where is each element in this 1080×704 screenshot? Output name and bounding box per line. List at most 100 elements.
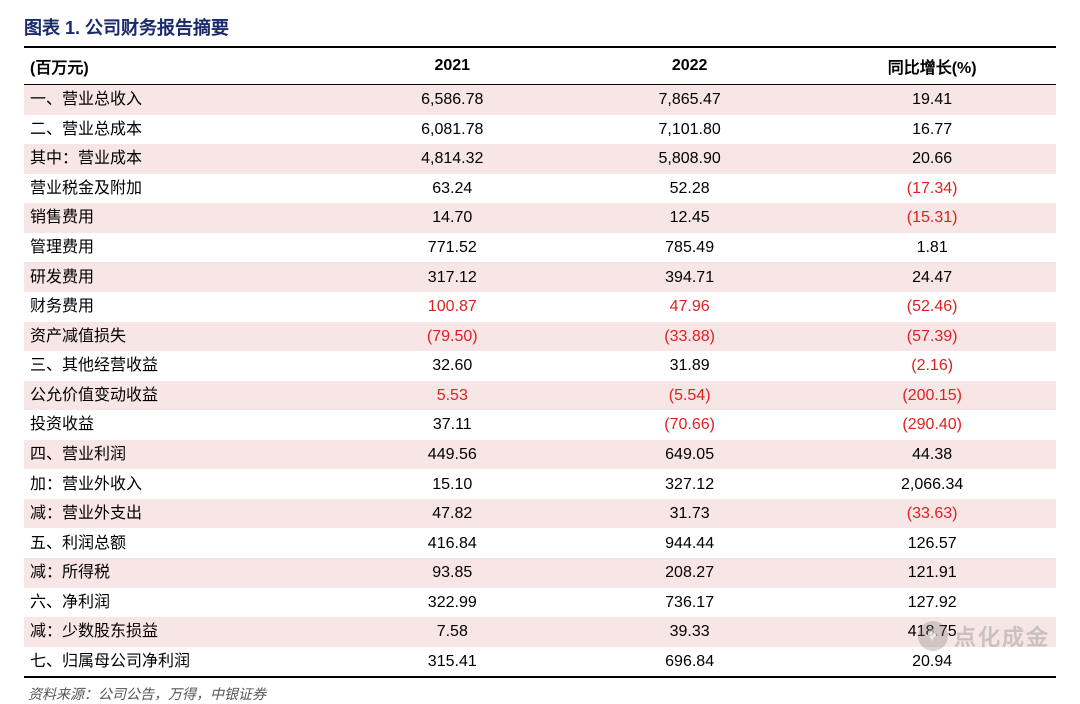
row-label: 管理费用	[24, 233, 334, 263]
row-label: 减：少数股东损益	[24, 617, 334, 647]
row-label: 七、归属母公司净利润	[24, 647, 334, 677]
cell-2022: 47.96	[571, 292, 808, 322]
table-row: 四、营业利润449.56649.0544.38	[24, 440, 1056, 470]
table-row: 研发费用317.12394.7124.47	[24, 262, 1056, 292]
cell-2022: 327.12	[571, 469, 808, 499]
cell-growth: 44.38	[808, 440, 1056, 470]
cell-2021: 47.82	[334, 499, 571, 529]
cell-2022: 649.05	[571, 440, 808, 470]
cell-growth: (2.16)	[808, 351, 1056, 381]
cell-2021: 4,814.32	[334, 144, 571, 174]
header-2022: 2022	[571, 48, 808, 84]
cell-growth: 1.81	[808, 233, 1056, 263]
row-label: 公允价值变动收益	[24, 381, 334, 411]
cell-2022: 39.33	[571, 617, 808, 647]
table-row: 投资收益37.11(70.66)(290.40)	[24, 410, 1056, 440]
title-text: 公司财务报告摘要	[85, 18, 229, 38]
cell-growth: 19.41	[808, 85, 1056, 115]
cell-2021: (79.50)	[334, 322, 571, 352]
table-row: 二、营业总成本6,081.787,101.8016.77	[24, 115, 1056, 145]
cell-2022: 7,865.47	[571, 85, 808, 115]
cell-2022: 785.49	[571, 233, 808, 263]
row-label: 其中：营业成本	[24, 144, 334, 174]
cell-2021: 317.12	[334, 262, 571, 292]
cell-growth: (57.39)	[808, 322, 1056, 352]
cell-growth: (17.34)	[808, 174, 1056, 204]
row-label: 财务费用	[24, 292, 334, 322]
row-label: 六、净利润	[24, 588, 334, 618]
table-row: 六、净利润322.99736.17127.92	[24, 588, 1056, 618]
table-row: 公允价值变动收益5.53(5.54)(200.15)	[24, 381, 1056, 411]
cell-2022: 394.71	[571, 262, 808, 292]
table-row: 其中：营业成本4,814.325,808.9020.66	[24, 144, 1056, 174]
financial-table: (百万元) 2021 2022 同比增长(%)	[24, 48, 1056, 84]
row-label: 销售费用	[24, 203, 334, 233]
cell-2022: (70.66)	[571, 410, 808, 440]
cell-growth: 127.92	[808, 588, 1056, 618]
cell-growth: 2,066.34	[808, 469, 1056, 499]
table-row: 减：少数股东损益7.5839.33418.75	[24, 617, 1056, 647]
table-row: 营业税金及附加63.2452.28(17.34)	[24, 174, 1056, 204]
cell-2022: 5,808.90	[571, 144, 808, 174]
cell-2021: 315.41	[334, 647, 571, 677]
cell-growth: (33.63)	[808, 499, 1056, 529]
cell-2021: 15.10	[334, 469, 571, 499]
table-row: 财务费用100.8747.96(52.46)	[24, 292, 1056, 322]
row-label: 三、其他经营收益	[24, 351, 334, 381]
cell-2021: 6,586.78	[334, 85, 571, 115]
title-prefix: 图表 1.	[24, 18, 80, 38]
cell-2021: 771.52	[334, 233, 571, 263]
cell-2021: 449.56	[334, 440, 571, 470]
cell-growth: (200.15)	[808, 381, 1056, 411]
cell-growth: 20.66	[808, 144, 1056, 174]
cell-2022: 944.44	[571, 528, 808, 558]
table-row: 五、利润总额416.84944.44126.57	[24, 528, 1056, 558]
cell-growth: (15.31)	[808, 203, 1056, 233]
cell-2022: 7,101.80	[571, 115, 808, 145]
table-row: 加：营业外收入15.10327.122,066.34	[24, 469, 1056, 499]
cell-growth: 16.77	[808, 115, 1056, 145]
row-label: 研发费用	[24, 262, 334, 292]
cell-2022: 736.17	[571, 588, 808, 618]
table-row: 管理费用771.52785.491.81	[24, 233, 1056, 263]
cell-2022: (5.54)	[571, 381, 808, 411]
row-label: 减：营业外支出	[24, 499, 334, 529]
header-growth: 同比增长(%)	[808, 48, 1056, 84]
cell-2021: 100.87	[334, 292, 571, 322]
header-2021: 2021	[334, 48, 571, 84]
table-row: 销售费用14.7012.45(15.31)	[24, 203, 1056, 233]
cell-2021: 5.53	[334, 381, 571, 411]
row-label: 营业税金及附加	[24, 174, 334, 204]
row-label: 加：营业外收入	[24, 469, 334, 499]
row-label: 减：所得税	[24, 558, 334, 588]
cell-2021: 416.84	[334, 528, 571, 558]
row-label: 五、利润总额	[24, 528, 334, 558]
cell-2022: 12.45	[571, 203, 808, 233]
cell-2021: 63.24	[334, 174, 571, 204]
table-body: 一、营业总收入6,586.787,865.4719.41二、营业总成本6,081…	[24, 85, 1056, 676]
cell-2021: 32.60	[334, 351, 571, 381]
figure-title: 图表 1. 公司财务报告摘要	[24, 14, 1056, 46]
table-row: 减：所得税93.85208.27121.91	[24, 558, 1056, 588]
cell-growth: (52.46)	[808, 292, 1056, 322]
row-label: 资产减值损失	[24, 322, 334, 352]
header-row: (百万元) 2021 2022 同比增长(%)	[24, 48, 1056, 84]
row-label: 投资收益	[24, 410, 334, 440]
row-label: 一、营业总收入	[24, 85, 334, 115]
table-row: 三、其他经营收益32.6031.89(2.16)	[24, 351, 1056, 381]
cell-2022: 52.28	[571, 174, 808, 204]
row-label: 二、营业总成本	[24, 115, 334, 145]
header-unit: (百万元)	[24, 48, 334, 84]
cell-2022: 208.27	[571, 558, 808, 588]
cell-2022: (33.88)	[571, 322, 808, 352]
row-label: 四、营业利润	[24, 440, 334, 470]
financial-table-body: 一、营业总收入6,586.787,865.4719.41二、营业总成本6,081…	[24, 85, 1056, 676]
cell-growth: 126.57	[808, 528, 1056, 558]
cell-2022: 31.89	[571, 351, 808, 381]
table-row: 七、归属母公司净利润315.41696.8420.94	[24, 647, 1056, 677]
cell-2021: 14.70	[334, 203, 571, 233]
cell-2021: 37.11	[334, 410, 571, 440]
table-row: 减：营业外支出47.8231.73(33.63)	[24, 499, 1056, 529]
cell-2022: 696.84	[571, 647, 808, 677]
table-row: 资产减值损失(79.50)(33.88)(57.39)	[24, 322, 1056, 352]
